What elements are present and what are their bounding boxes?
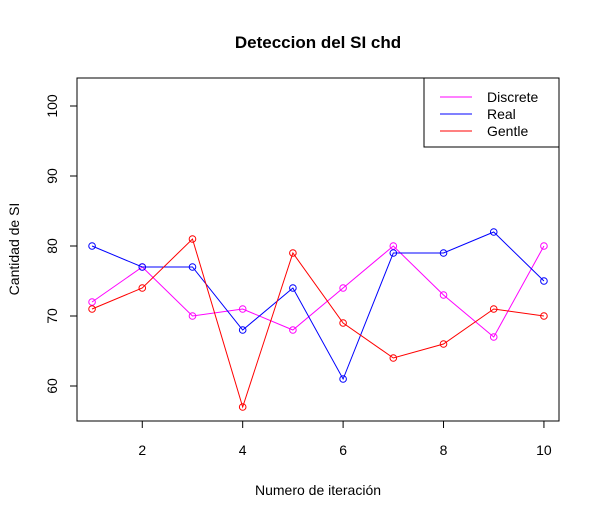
data-point — [88, 242, 96, 250]
series-line — [91, 231, 545, 381]
series-line — [91, 238, 545, 409]
data-point — [238, 305, 247, 313]
data-point — [188, 312, 197, 320]
x-axis-label: Numero de iteración — [255, 482, 381, 498]
y-axis-label: Cantidad de SI — [6, 203, 22, 296]
data-point — [439, 291, 448, 299]
y-tick-label: 80 — [44, 238, 60, 254]
data-point — [489, 333, 498, 341]
x-tick-label: 4 — [239, 442, 247, 458]
series-line — [91, 245, 545, 338]
plot-frame — [76, 77, 560, 422]
x-axis: 2 4 6 8 10 — [138, 421, 552, 458]
x-tick-label: 8 — [440, 442, 448, 458]
data-point — [188, 263, 197, 271]
y-tick-label: 60 — [44, 378, 60, 394]
legend-box — [423, 77, 560, 148]
y-tick-label: 70 — [44, 308, 60, 324]
data-point — [389, 249, 398, 257]
chart-title: Deteccion del SI chd — [235, 33, 401, 52]
series-real — [88, 228, 548, 383]
series-layer — [88, 228, 548, 411]
series-gentle — [88, 235, 548, 411]
data-point — [188, 235, 197, 243]
data-point — [289, 326, 297, 334]
y-tick-label: 100 — [44, 94, 60, 118]
data-point — [389, 354, 398, 362]
data-point — [238, 326, 247, 334]
y-axis: 60 70 80 90 100 — [44, 94, 77, 394]
x-tick-label: 6 — [339, 442, 347, 458]
data-point — [138, 263, 147, 271]
data-point — [88, 305, 96, 313]
data-point — [339, 375, 347, 383]
data-point — [540, 312, 548, 320]
legend-label: Discrete — [487, 89, 539, 105]
legend-label: Gentle — [487, 123, 528, 139]
data-point — [238, 403, 247, 411]
y-tick-label: 90 — [44, 168, 60, 184]
data-point — [439, 249, 448, 257]
data-point — [339, 284, 347, 292]
series-discrete — [88, 242, 548, 341]
data-point — [339, 319, 347, 327]
data-point — [439, 340, 448, 348]
data-point — [489, 305, 498, 313]
data-point — [138, 284, 147, 292]
data-point — [489, 228, 498, 236]
data-point — [289, 249, 297, 257]
x-tick-label: 2 — [138, 442, 146, 458]
x-tick-label: 10 — [536, 442, 552, 458]
legend-label: Real — [487, 106, 516, 122]
data-point — [540, 277, 548, 285]
data-point — [289, 284, 297, 292]
data-point — [540, 242, 548, 250]
